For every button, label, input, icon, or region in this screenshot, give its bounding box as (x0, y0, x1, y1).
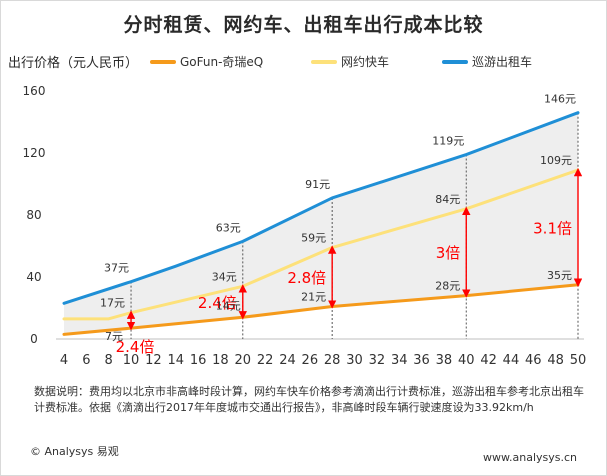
x-tick-label: 8 (105, 353, 113, 368)
x-tick-label: 4 (60, 353, 68, 368)
legend-label-taxi: 巡游出租车 (472, 55, 533, 69)
x-tick-label: 14 (167, 353, 184, 368)
y-tick-label: 40 (26, 270, 41, 284)
data-notes: 数据说明：费用均以北京市非高峰时段计算，网约车快车价格参考滴滴出行计费标准，巡游… (34, 385, 584, 414)
data-label: 28元 (435, 280, 460, 293)
x-tick-label: 22 (257, 353, 274, 368)
data-label: 35元 (547, 269, 572, 282)
data-label: 21元 (301, 290, 326, 303)
footer-website: www.analysys.cn (483, 451, 577, 464)
x-tick-label: 18 (212, 353, 229, 368)
legend-item-kuaiche: 网约快车 (311, 53, 389, 70)
data-label: 37元 (104, 262, 129, 275)
x-tick-label: 32 (369, 353, 386, 368)
x-tick-label: 16 (190, 353, 207, 368)
data-label: 17元 (100, 297, 125, 310)
x-tick-label: 38 (436, 353, 453, 368)
y-tick-label: 120 (23, 146, 46, 160)
footer-copyright: © Analysys 易观 (30, 445, 119, 458)
y-axis-label: 出行价格（元人民币） (8, 56, 139, 71)
chart-title: 分时租赁、网约车、出租车出行成本比较 (123, 14, 484, 36)
legend-label-gofun: GoFun-奇瑞eQ (180, 55, 264, 69)
x-tick-label: 34 (391, 353, 408, 368)
x-tick-label: 30 (346, 353, 363, 368)
y-tick-label: 80 (26, 208, 41, 222)
data-label: 7元 (105, 330, 123, 343)
x-tick-label: 42 (480, 353, 497, 368)
x-tick-label: 26 (302, 353, 319, 368)
data-label: 84元 (435, 193, 460, 206)
data-label: 91元 (305, 178, 330, 191)
y-tick-label: 0 (30, 332, 38, 346)
ratio-label: 2.8倍 (287, 269, 326, 287)
x-tick-label: 20 (235, 353, 252, 368)
ratio-label: 3倍 (436, 244, 461, 262)
data-label: 14元 (216, 299, 241, 312)
y-tick-label: 160 (23, 84, 46, 98)
x-tick-label: 50 (570, 353, 587, 368)
ratio-label: 2.4倍 (116, 338, 155, 356)
ratio-label: 3.1倍 (533, 219, 572, 237)
x-tick-label: 44 (503, 353, 520, 368)
x-tick-label: 6 (82, 353, 90, 368)
legend-swatch-kuaiche (311, 59, 337, 64)
shaded-gap-area (64, 112, 578, 335)
x-tick-label: 36 (413, 353, 430, 368)
legend-label-kuaiche: 网约快车 (341, 55, 390, 69)
data-label: 59元 (301, 232, 326, 245)
x-tick-label: 40 (458, 353, 475, 368)
series-line-taxi (62, 111, 580, 305)
series-line-gofun (62, 283, 580, 336)
x-tick-label: 24 (279, 353, 296, 368)
data-label: 34元 (212, 270, 237, 283)
data-label: 109元 (540, 154, 572, 167)
x-tick-label: 12 (145, 353, 162, 368)
data-label: 63元 (216, 221, 241, 234)
legend-swatch-gofun (150, 59, 176, 64)
x-tick-label: 28 (324, 353, 341, 368)
x-tick-label: 10 (123, 353, 140, 368)
legend-item-taxi: 巡游出租车 (442, 53, 532, 70)
data-label: 146元 (544, 93, 576, 106)
legend-item-gofun: GoFun-奇瑞eQ (150, 53, 263, 70)
data-label: 119元 (432, 135, 464, 148)
ratio-label: 2.4倍 (198, 294, 237, 312)
x-tick-label: 48 (547, 353, 564, 368)
x-tick-label: 46 (525, 353, 542, 368)
legend-swatch-taxi (442, 59, 468, 64)
